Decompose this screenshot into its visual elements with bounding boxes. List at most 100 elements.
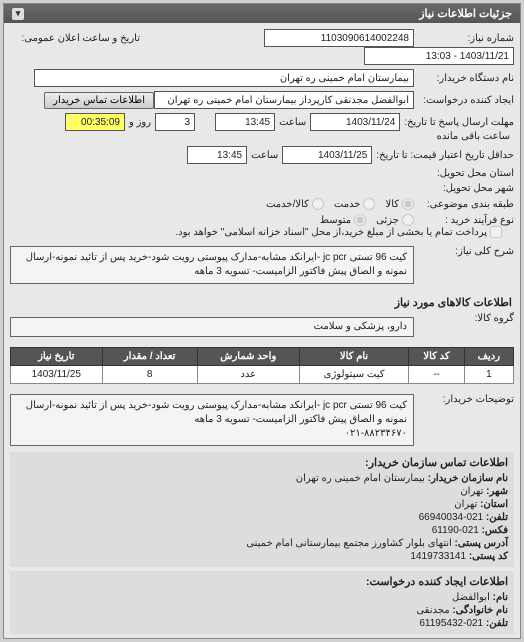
group-box: دارو، پزشکی و سلامت xyxy=(10,317,414,337)
contact-key: نام سازمان خریدار: xyxy=(425,473,508,484)
table-header: تعداد / مقدار xyxy=(102,348,197,366)
table-header: کد کالا xyxy=(409,348,464,366)
table-cell: عدد xyxy=(197,366,299,384)
table-cell: -- xyxy=(409,366,464,384)
panel-header: جزئیات اطلاعات نیاز ▾ xyxy=(4,4,520,23)
table-header: نام کالا xyxy=(299,348,409,366)
radio-med[interactable]: متوسط xyxy=(320,214,366,226)
buyer-device-field: بیمارستان امام خمینی ره تهران xyxy=(34,69,414,87)
remain-label: ساعت باقی مانده xyxy=(433,131,514,142)
days-field: 3 xyxy=(155,113,195,131)
contact-value: تهران xyxy=(460,486,483,497)
contact-value: بیمارستان امام خمینی ره تهران xyxy=(296,473,425,484)
contact-value: مجدنقی xyxy=(416,605,449,616)
contact-line: نام سازمان خریدار: بیمارستان امام خمینی … xyxy=(16,472,508,485)
table-cell: 1 xyxy=(464,366,513,384)
table-header: تاریخ نیاز xyxy=(11,348,103,366)
time-label-2: ساعت xyxy=(247,150,282,161)
announce-field: 1403/11/21 - 13:03 xyxy=(364,47,514,65)
table-cell: کیت سیتولوژی xyxy=(299,366,409,384)
items-section-title: اطلاعات کالاهای مورد نیاز xyxy=(10,290,514,311)
contact-key: تلفن: xyxy=(483,512,508,523)
contact-line: نام: ابوالفضل xyxy=(16,591,508,604)
contact-key: نام خانوادگی: xyxy=(450,605,508,616)
contact-value: 021-61195432 xyxy=(419,618,483,629)
contact-key: تلفن: xyxy=(483,618,508,629)
province-label: استان محل تحویل: xyxy=(414,168,514,179)
radio-med-input[interactable] xyxy=(354,214,366,226)
contact-value: ابوالفضل xyxy=(452,592,490,603)
contact-org-heading: اطلاعات تماس سازمان خریدار: xyxy=(16,456,508,469)
buyer-desc-label: توضیحات خریدار: xyxy=(414,390,514,405)
contact-key: آدرس پستی: xyxy=(452,538,508,549)
group-label: گروه کالا: xyxy=(414,313,514,324)
deadline-date-field: 1403/11/24 xyxy=(310,113,400,131)
table-cell: 8 xyxy=(102,366,197,384)
contact-value: 021-61190 xyxy=(432,525,479,536)
deadline-time-field: 13:45 xyxy=(215,113,275,131)
remaining-time-field: 00:35:09 xyxy=(65,113,125,131)
subject-label: شرح کلی نیاز: xyxy=(414,242,514,257)
contact-line: تلفن: 021-61195432 xyxy=(16,617,508,630)
contact-org-section: اطلاعات تماس سازمان خریدار: نام سازمان خ… xyxy=(10,452,514,567)
table-row: 1--کیت سیتولوژیعدد81403/11/25 xyxy=(11,366,514,384)
commodity-type-label: طبقه بندی موضوعی: xyxy=(414,199,514,210)
subject-box: کیت 96 تستی jc pcr -ایرانکد مشابه-مدارک … xyxy=(10,246,414,284)
panel-body: شماره نیاز: 1103090614002248 تاریخ و ساع… xyxy=(4,23,520,638)
need-no-label: شماره نیاز: xyxy=(414,33,514,44)
contact-key: استان: xyxy=(477,499,508,510)
radio-low-input[interactable] xyxy=(402,214,414,226)
contact-line: کد پستی: 1419733141 xyxy=(16,550,508,563)
contact-key: شهر: xyxy=(483,486,508,497)
requester-field: ابوالفضل مجدنقی کارپرداز بیمارستان امام … xyxy=(154,91,414,109)
need-details-panel: جزئیات اطلاعات نیاز ▾ شماره نیاز: 110309… xyxy=(3,3,521,639)
table-cell: 1403/11/25 xyxy=(11,366,103,384)
deadline-label: مهلت ارسال پاسخ تا تاریخ: xyxy=(400,117,514,128)
radio-goods-service-input[interactable] xyxy=(312,198,324,210)
announce-label: تاریخ و ساعت اعلان عمومی: xyxy=(10,33,140,44)
contact-req-section: اطلاعات ایجاد کننده درخواست: نام: ابوالف… xyxy=(10,571,514,634)
buyer-desc-box: کیت 96 تستی jc pcr -ایرانکد مشابه-مدارک … xyxy=(10,394,414,446)
contact-value: 1419733141 xyxy=(410,551,466,562)
process-group: جزئی متوسط xyxy=(320,214,414,226)
table-header: واحد شمارش xyxy=(197,348,299,366)
contact-key: نام: xyxy=(490,592,508,603)
contact-value: 021-66940034 xyxy=(419,512,484,523)
buyer-device-label: نام دستگاه خریدار: xyxy=(414,73,514,84)
city-label: شهر محل تحویل: xyxy=(414,183,514,194)
collapse-icon[interactable]: ▾ xyxy=(12,8,24,20)
requester-label: ایجاد کننده درخواست: xyxy=(414,95,514,106)
process-label: نوع فرآیند خرید : xyxy=(414,215,514,226)
table-header: ردیف xyxy=(464,348,513,366)
contact-key: فکس: xyxy=(479,525,508,536)
contact-line: استان: تهران xyxy=(16,498,508,511)
radio-service-input[interactable] xyxy=(363,198,375,210)
treasury-check-group: پرداخت تمام یا بخشی از مبلغ خرید،از محل … xyxy=(175,226,502,238)
contact-req-heading: اطلاعات ایجاد کننده درخواست: xyxy=(16,575,508,588)
items-table: ردیفکد کالانام کالاواحد شمارشتعداد / مقد… xyxy=(10,347,514,384)
contact-line: تلفن: 021-66940034 xyxy=(16,511,508,524)
buyer-contact-button[interactable]: اطلاعات تماس خریدار xyxy=(44,92,154,109)
radio-goods-input[interactable] xyxy=(402,198,414,210)
treasury-check-input[interactable] xyxy=(490,226,502,238)
contact-line: شهر: تهران xyxy=(16,485,508,498)
price-valid-label: حداقل تاریخ اعتبار قیمت: تا تاریخ: xyxy=(372,150,514,161)
days-label: روز و xyxy=(125,117,155,128)
commodity-type-group: کالا خدمت کالا/خدمت xyxy=(266,198,414,210)
panel-title: جزئیات اطلاعات نیاز xyxy=(419,7,512,20)
radio-low[interactable]: جزئی xyxy=(376,214,414,226)
treasury-check[interactable]: پرداخت تمام یا بخشی از مبلغ خرید،از محل … xyxy=(175,226,502,238)
need-no-field: 1103090614002248 xyxy=(264,29,414,47)
contact-line: نام خانوادگی: مجدنقی xyxy=(16,604,508,617)
contact-line: آدرس پستی: انتهای بلوار کشاورز مجتمع بیم… xyxy=(16,537,508,550)
time-label-1: ساعت xyxy=(275,117,310,128)
radio-goods[interactable]: کالا xyxy=(385,198,414,210)
price-valid-time-field: 13:45 xyxy=(187,146,247,164)
radio-service[interactable]: خدمت xyxy=(334,198,376,210)
price-valid-date-field: 1403/11/25 xyxy=(282,146,372,164)
contact-line: فکس: 021-61190 xyxy=(16,524,508,537)
contact-value: انتهای بلوار کشاورز مجتمع بیمارستانی اما… xyxy=(246,538,451,549)
radio-goods-service[interactable]: کالا/خدمت xyxy=(266,198,324,210)
contact-key: کد پستی: xyxy=(466,551,508,562)
contact-value: تهران xyxy=(454,499,477,510)
